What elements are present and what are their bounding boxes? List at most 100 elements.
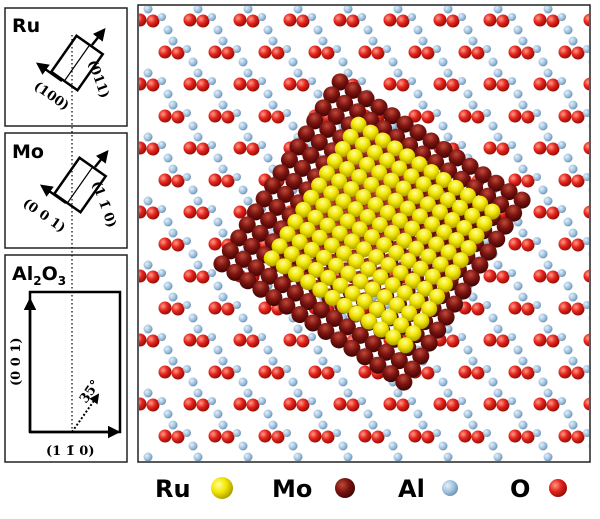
ru-atom <box>380 257 397 274</box>
al-atom <box>518 228 528 238</box>
al-atom <box>393 68 403 78</box>
o-atom <box>246 78 260 92</box>
o-atom <box>483 397 497 411</box>
mo-atom <box>395 373 413 391</box>
ru-atom <box>343 181 360 198</box>
o-atom <box>583 13 589 27</box>
mo-panel <box>4 132 128 249</box>
al-atom <box>568 164 578 174</box>
al-atom <box>338 377 348 387</box>
o-atom <box>583 397 589 411</box>
al-atom <box>143 68 153 78</box>
o-atom <box>297 463 310 476</box>
mo-atom <box>344 81 362 99</box>
al-atom <box>488 313 498 323</box>
al-atom <box>388 57 398 67</box>
o-atom <box>134 462 147 475</box>
o-atom <box>597 79 600 92</box>
o-atom <box>534 462 547 475</box>
al-atom <box>583 429 589 437</box>
al-atom <box>313 25 323 35</box>
al-atom <box>458 77 466 85</box>
al-atom <box>538 313 548 323</box>
o-atom <box>196 270 210 284</box>
ru-atom <box>376 289 393 306</box>
al-atom <box>568 356 578 366</box>
al-atom <box>188 121 198 131</box>
o-atom <box>483 77 497 91</box>
o-atom <box>221 302 235 316</box>
al-atom <box>563 25 573 35</box>
al-atom <box>238 441 248 451</box>
o-atom <box>421 46 435 60</box>
al-atom <box>583 237 589 245</box>
o-atom <box>271 110 285 124</box>
o-atom <box>521 174 535 188</box>
mo-atom <box>336 94 354 112</box>
o-atom <box>271 430 285 444</box>
mo-atom <box>265 289 283 307</box>
al-atom <box>588 59 589 65</box>
ru-atom <box>346 148 363 165</box>
al-atom <box>263 89 273 99</box>
al-atom <box>193 196 203 206</box>
al-atom <box>538 121 548 131</box>
o-atom <box>508 301 522 315</box>
o-atom <box>171 46 185 60</box>
ru-atom <box>411 208 428 225</box>
mo-atom <box>382 365 400 383</box>
ru-atom <box>416 280 433 297</box>
o-atom <box>471 110 485 124</box>
al-atom <box>218 164 228 174</box>
ru-atom <box>371 164 388 181</box>
al-atom <box>193 324 203 334</box>
mo-atom <box>277 185 295 203</box>
o-atom <box>508 365 522 379</box>
ru-atom <box>351 221 368 238</box>
o-atom <box>296 78 310 92</box>
mo-atom <box>239 272 257 290</box>
o-atom <box>597 207 600 220</box>
al-atom <box>213 89 223 99</box>
o-atom <box>558 301 572 315</box>
ru-atom <box>335 193 352 210</box>
ru-atom <box>340 265 357 282</box>
o-atom <box>146 398 160 412</box>
al-atom <box>163 409 173 419</box>
ru-atom <box>363 229 380 246</box>
al-atom <box>533 173 541 181</box>
o-atom <box>258 429 272 443</box>
o-atom <box>458 45 472 59</box>
o-atom <box>196 78 210 92</box>
al-atom <box>208 333 216 341</box>
ru-atom <box>303 241 320 258</box>
mo-atom <box>289 138 307 156</box>
al-atom <box>463 409 473 419</box>
o-atom <box>333 13 347 27</box>
mo-atom <box>461 157 479 175</box>
al-atom <box>443 388 453 398</box>
al-atom <box>188 57 198 67</box>
ru-atom <box>363 176 380 193</box>
o-atom <box>571 302 585 316</box>
o-atom <box>384 462 397 475</box>
al-atom <box>343 452 353 461</box>
mo-atom <box>375 120 393 138</box>
al-atom <box>563 153 573 163</box>
ru-atom <box>383 172 400 189</box>
mo-atom <box>412 347 430 365</box>
al-atom <box>493 68 503 78</box>
mo-atom <box>238 216 256 234</box>
al-atom <box>564 474 573 483</box>
al-atom <box>238 377 248 387</box>
ru-atom <box>419 196 436 213</box>
al-atom <box>518 292 528 302</box>
o-atom <box>546 270 560 284</box>
al-atom <box>493 260 503 270</box>
ru-atom <box>379 204 396 221</box>
al-atom <box>343 68 353 78</box>
al-atom <box>208 397 216 405</box>
o-atom <box>183 77 197 91</box>
o-atom <box>471 302 485 316</box>
o-atom <box>258 45 272 59</box>
